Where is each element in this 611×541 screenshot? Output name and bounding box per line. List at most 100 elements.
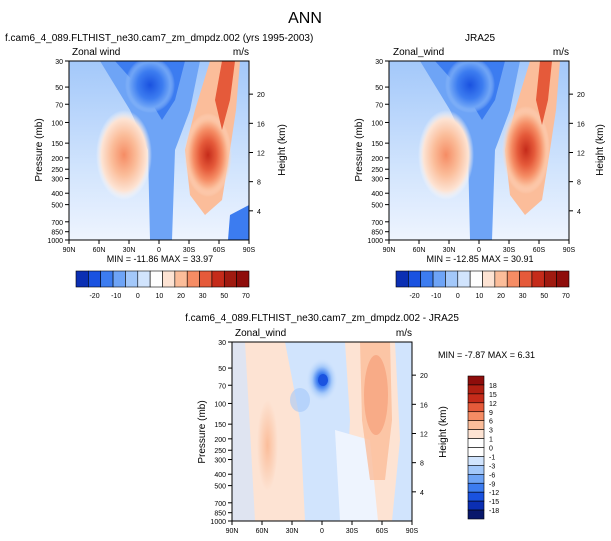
y-tick-label: 100 <box>214 401 226 408</box>
colorbar-swatch <box>467 500 485 511</box>
colorbar-label: -18 <box>489 508 499 515</box>
x-tick-label: 0 <box>477 247 481 254</box>
y-tick-label: 500 <box>214 484 226 491</box>
panel-diff-left-label: Zonal_wind <box>235 328 286 339</box>
y-tick-label: 200 <box>371 156 383 163</box>
y-tick-label: 200 <box>214 437 226 444</box>
x-tick-label: 30S <box>503 247 516 254</box>
colorbar-label: -6 <box>489 472 495 479</box>
y-tick-label: 850 <box>51 230 63 237</box>
y-tick-label: 250 <box>371 167 383 174</box>
colorbar-label: 30 <box>519 293 527 300</box>
colorbar-label: 10 <box>156 293 164 300</box>
colorbar-swatch <box>469 270 483 288</box>
colorbar-swatch <box>467 509 485 520</box>
y-right-tick-label: 20 <box>577 92 585 99</box>
y-tick-label: 700 <box>214 501 226 508</box>
colorbar-swatch <box>137 270 151 288</box>
figure-title: ANN <box>288 10 322 27</box>
colorbar-label: 50 <box>540 293 548 300</box>
y-tick-label: 100 <box>371 120 383 127</box>
y-tick-label: 250 <box>214 448 226 455</box>
colorbar-swatch <box>494 270 508 288</box>
y-tick-label: 400 <box>371 191 383 198</box>
panel-diff-xticks: 90N 60N 30N 0 30S 60S 90S <box>226 521 419 535</box>
panel-model-xticks: 90N 60N 30N 0 30S 60S 90S <box>63 240 256 254</box>
colorbar-label: -1 <box>489 454 495 461</box>
colorbar-swatch <box>467 402 485 413</box>
colorbar-swatch <box>467 429 485 439</box>
x-tick-label: 90S <box>243 247 256 254</box>
colorbar-label: -10 <box>431 293 441 300</box>
colorbar-swatch <box>199 270 213 288</box>
colorbar-swatch <box>467 375 485 386</box>
y-right-tick-label: 12 <box>420 431 428 438</box>
panel-model-colorbar: -20 -10 0 10 20 30 50 70 <box>75 270 250 300</box>
y-right-tick-label: 16 <box>420 402 428 409</box>
panel-model: f.cam6_4_089.FLTHIST_ne30.cam7_zm_dmpdz.… <box>5 33 313 300</box>
y-tick-label: 70 <box>375 102 383 109</box>
y-tick-label: 70 <box>55 102 63 109</box>
colorbar-swatch <box>88 270 102 288</box>
panel-diff-title: f.cam6_4_089.FLTHIST_ne30.cam7_zm_dmpdz.… <box>185 313 459 324</box>
x-tick-label: 90S <box>406 528 419 535</box>
y-tick-label: 1000 <box>367 238 383 245</box>
colorbar-label: -3 <box>489 463 495 470</box>
y-tick-label: 50 <box>55 85 63 92</box>
panel-diff-stats: MIN = -7.87 MAX = 6.31 <box>438 350 535 360</box>
y-tick-label: 30 <box>375 59 383 66</box>
panel-diff-right-label: m/s <box>396 328 412 339</box>
y-tick-label: 700 <box>51 220 63 227</box>
x-tick-label: 60N <box>413 247 426 254</box>
x-tick-label: 60N <box>256 528 269 535</box>
colorbar-swatch <box>467 384 485 395</box>
y-right-tick-label: 8 <box>577 180 581 187</box>
colorbar-label: -10 <box>111 293 121 300</box>
y-right-tick-label: 8 <box>420 461 424 468</box>
panel-diff-ylabel: Pressure (mb) <box>197 400 208 463</box>
colorbar-label: 70 <box>562 293 570 300</box>
panel-diff-ylabel-right: Height (km) <box>438 406 449 458</box>
colorbar-label: 6 <box>489 419 493 426</box>
colorbar-label: 20 <box>497 293 505 300</box>
colorbar-swatch <box>445 270 459 288</box>
y-tick-label: 150 <box>214 422 226 429</box>
y-right-tick-label: 4 <box>257 209 261 216</box>
colorbar-swatch <box>125 270 139 288</box>
colorbar-swatch <box>467 420 485 430</box>
x-tick-label: 30N <box>123 247 136 254</box>
colorbar-swatch <box>467 393 485 404</box>
y-right-tick-label: 16 <box>257 121 265 128</box>
panel-model-right-label: m/s <box>233 47 249 58</box>
y-tick-label: 200 <box>51 156 63 163</box>
panel-model-ylabel-right: Height (km) <box>277 124 288 176</box>
y-right-tick-label: 8 <box>257 180 261 187</box>
y-tick-label: 100 <box>51 120 63 127</box>
colorbar-swatch <box>75 270 89 288</box>
colorbar-swatch <box>162 270 176 288</box>
x-tick-label: 60S <box>376 528 389 535</box>
panel-model-ylabel: Pressure (mb) <box>34 118 45 181</box>
panel-model-yticks-right: 20 16 12 8 4 <box>249 92 265 216</box>
y-tick-label: 150 <box>371 141 383 148</box>
y-tick-label: 50 <box>218 366 226 373</box>
panel-obs-title: JRA25 <box>465 33 495 44</box>
panel-obs: JRA25 Zonal_wind m/s Pressure (mb) Heigh… <box>354 33 606 300</box>
colorbar-swatch <box>149 270 163 288</box>
panel-model-left-label: Zonal wind <box>72 47 120 58</box>
y-tick-label: 50 <box>375 85 383 92</box>
colorbar-swatch <box>556 270 570 288</box>
colorbar-swatch <box>467 491 485 502</box>
x-tick-label: 60S <box>213 247 226 254</box>
colorbar-swatch <box>506 270 520 288</box>
y-tick-label: 150 <box>51 141 63 148</box>
colorbar-label: -15 <box>489 499 499 506</box>
colorbar-label: 0 <box>489 446 493 453</box>
panel-diff-colorbar: 18 15 12 9 6 3 1 0-1 -3 -6 -9 -12 -15 -18 <box>467 375 499 520</box>
colorbar-swatch <box>467 482 485 493</box>
x-tick-label: 90N <box>226 528 239 535</box>
colorbar-label: 0 <box>136 293 140 300</box>
colorbar-swatch <box>467 474 485 484</box>
panel-model-field <box>69 61 249 240</box>
colorbar-swatch <box>408 270 422 288</box>
